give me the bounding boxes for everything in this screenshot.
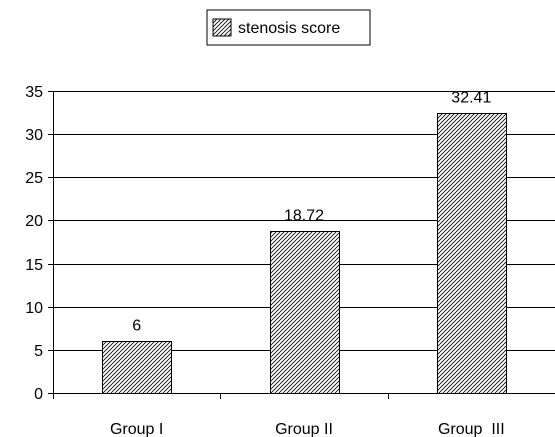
bar [102,341,172,394]
legend-label: stenosis score [238,20,340,37]
y-tick-label: 20 [25,213,43,230]
y-tick-label: 15 [25,257,43,274]
bar [270,231,340,394]
legend: stenosis score [206,9,371,46]
y-tick-label: 30 [25,127,43,144]
data-label: 18.72 [284,208,324,225]
data-label: 32.41 [451,90,491,107]
x-tick-label: Group II [275,421,333,437]
x-tick-label: Group III [438,421,505,437]
legend-swatch [212,18,232,37]
y-tick-label: 25 [25,170,43,187]
y-tick-label: 5 [34,343,43,360]
y-tick-label: 0 [34,386,43,403]
legend-frame [206,9,371,46]
y-tick-label: 10 [25,300,43,317]
data-labels: 6 18.72 32.41 [132,90,491,335]
bar [437,113,507,394]
y-tick-label: 35 [25,84,43,101]
bars [102,113,507,394]
data-label: 6 [132,318,141,335]
axes: 0 5 10 15 20 25 30 35 Group I Group II Group III [25,84,555,437]
x-tick-label: Group I [110,421,163,437]
